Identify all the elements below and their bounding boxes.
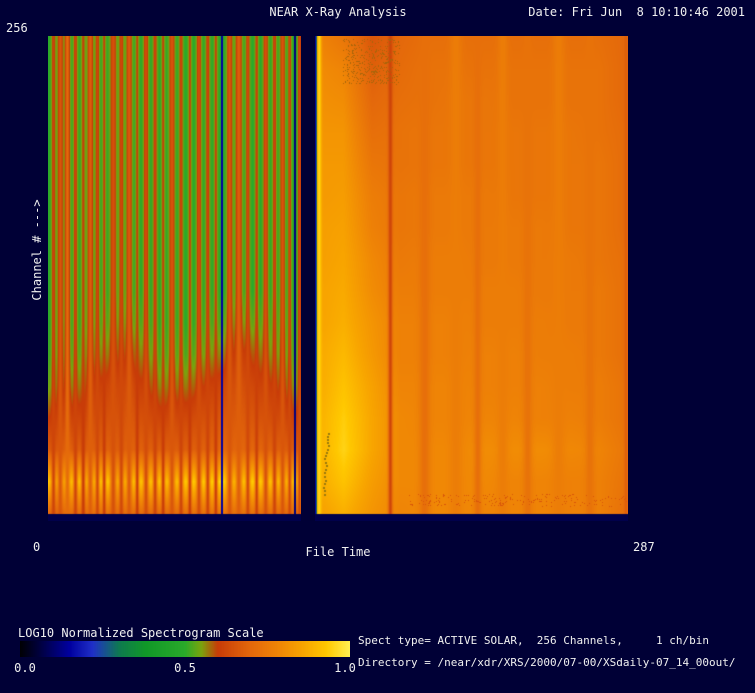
page-title: NEAR X-Ray Analysis bbox=[269, 5, 407, 19]
x-axis-title: File Time bbox=[305, 545, 371, 559]
colorbar-label: LOG10 Normalized Spectrogram Scale bbox=[18, 626, 264, 640]
directory-label: Directory = /near/xdr/XRS/2000/07-00/XSd… bbox=[358, 656, 736, 669]
colorbar-tick-mid: 0.5 bbox=[174, 661, 196, 675]
colorbar-tick-min: 0.0 bbox=[14, 661, 36, 675]
spectrogram-right-panel bbox=[315, 36, 628, 521]
colorbar-tick-max: 1.0 bbox=[334, 661, 356, 675]
y-axis-max-label: 256 bbox=[6, 21, 28, 35]
date-label: Date: Fri Jun 8 10:10:46 2001 bbox=[528, 5, 745, 19]
spect-type-label: Spect type= ACTIVE SOLAR, 256 Channels, … bbox=[358, 634, 709, 647]
colorbar-gradient bbox=[20, 641, 350, 657]
x-axis-max-label: 287 bbox=[633, 540, 655, 554]
spectrogram-left-panel bbox=[48, 36, 301, 521]
y-axis-title: Channel # ---> bbox=[29, 199, 44, 301]
origin-label: 0 bbox=[33, 540, 41, 554]
